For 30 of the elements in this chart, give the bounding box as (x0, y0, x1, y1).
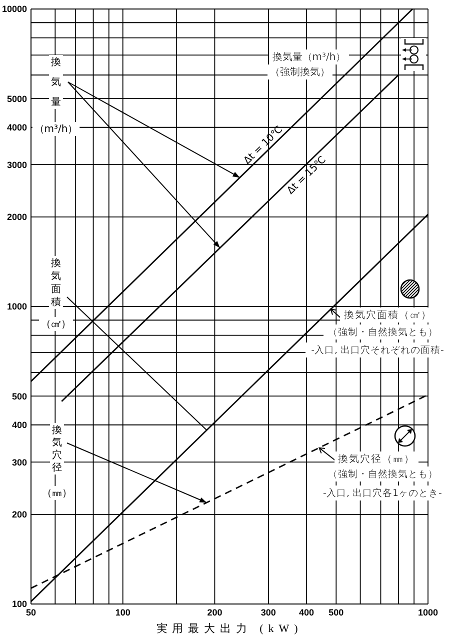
y-tick-label: 200 (12, 510, 27, 520)
x-axis-title: 実用最大出力 (kW) (156, 622, 303, 635)
annotation: -入口, 出口穴それぞれの面積- (311, 344, 444, 356)
y-tick-label: 5000 (6, 94, 27, 104)
annotation: -入口, 出口穴各1ヶのとき- (323, 487, 442, 499)
y-tick-label: 400 (12, 420, 27, 430)
y-tick-label: 4000 (6, 122, 27, 133)
annotation: （強制換気） (270, 66, 330, 78)
annotation: （強制・自然換気とも） (328, 326, 438, 338)
x-tick-label: 100 (115, 607, 130, 618)
x-tick-label: 400 (299, 607, 314, 618)
y-tick-label: 100 (12, 599, 27, 610)
x-tick-label: 1000 (418, 607, 438, 618)
y-tick-label: 3000 (6, 160, 27, 170)
annotation: 換気穴径（㎜） (338, 453, 415, 465)
text: 換気穴径（㎜） (42, 424, 72, 498)
y-tick-label: 10000 (2, 4, 27, 14)
x-tick-label: 200 (207, 607, 222, 618)
x-tick-label: 500 (328, 607, 344, 618)
y-tick-label: 1000 (6, 302, 27, 312)
y-tick-label: 300 (12, 457, 27, 468)
annotation: 換気穴面積（㎠） (344, 309, 432, 321)
annotation: 換気量（m³/h） (272, 51, 346, 63)
y-tick-label: 2000 (6, 212, 27, 222)
y-tick-label: 500 (12, 391, 27, 402)
text: 換気量（m³/h） (34, 56, 78, 134)
x-tick-label: 50 (26, 607, 36, 618)
annotation: 換気面積（㎠） (41, 256, 71, 330)
annotation: （強制・自然換気とも） (328, 468, 438, 480)
x-tick-label: 300 (260, 607, 276, 618)
